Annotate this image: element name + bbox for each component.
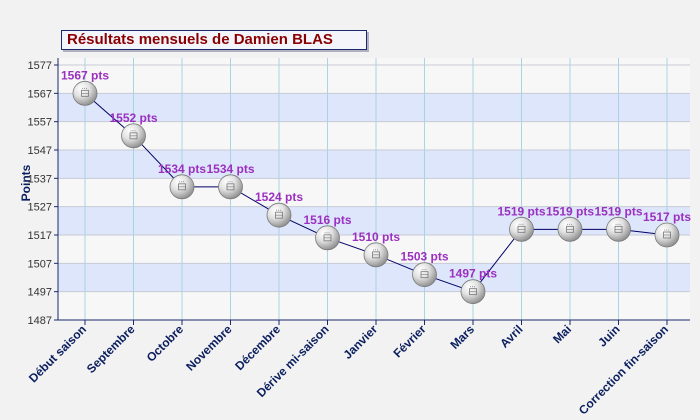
data-label: 1524 pts <box>255 190 303 204</box>
grid-band <box>58 65 690 94</box>
grid-band <box>58 263 690 292</box>
data-point <box>315 225 340 251</box>
data-point <box>412 262 437 288</box>
data-label: 1516 pts <box>303 213 351 227</box>
chart-title: Résultats mensuels de Damien BLAS <box>61 30 367 50</box>
x-tick-label: Septembre <box>84 322 138 376</box>
y-tick-label: 1497 <box>28 287 52 299</box>
x-tick-label: Décembre <box>232 322 283 373</box>
data-label: 1519 pts <box>546 204 594 218</box>
grid-band <box>58 291 690 320</box>
x-tick-label: Novembre <box>183 322 235 374</box>
x-tick-label: Début saison <box>26 322 89 385</box>
data-label: 1519 pts <box>497 204 545 218</box>
grid-band <box>58 58 690 65</box>
y-tick-label: 1567 <box>28 88 52 100</box>
x-tick-label: Février <box>390 322 428 360</box>
grid-band <box>58 150 690 179</box>
data-point <box>557 216 583 242</box>
data-point <box>509 216 534 242</box>
x-tick-label: Octobre <box>144 322 187 365</box>
grid-band <box>58 206 690 235</box>
data-point <box>72 80 98 106</box>
data-label: 1534 pts <box>158 162 206 176</box>
y-tick-label: 1537 <box>28 173 52 185</box>
x-tick-label: Mars <box>447 322 477 352</box>
y-tick-label: 1547 <box>28 145 52 157</box>
grid-band <box>58 178 690 207</box>
data-label: 1567 pts <box>61 68 109 82</box>
x-tick-label: Juin <box>595 322 622 349</box>
grid-band <box>58 121 690 150</box>
data-point <box>654 222 680 248</box>
y-tick-label: 1517 <box>28 230 52 242</box>
y-tick-label: 1487 <box>28 315 52 327</box>
data-label: 1503 pts <box>400 250 448 264</box>
data-label: 1534 pts <box>206 162 254 176</box>
data-point <box>363 242 389 268</box>
x-tick-label: Janvier <box>341 322 381 362</box>
x-tick-label: Avril <box>497 322 525 350</box>
data-point <box>460 279 486 305</box>
data-point <box>266 202 292 228</box>
grid-band <box>58 93 690 122</box>
data-point <box>121 123 146 149</box>
y-tick-label: 1507 <box>28 258 52 270</box>
data-label: 1497 pts <box>449 267 497 281</box>
data-label: 1519 pts <box>594 204 642 218</box>
y-tick-label: 1577 <box>28 60 52 72</box>
y-tick-label: 1557 <box>28 117 52 129</box>
data-label: 1517 pts <box>643 210 691 224</box>
data-point <box>169 174 195 200</box>
data-label: 1552 pts <box>109 111 157 125</box>
data-point <box>218 174 243 200</box>
y-tick-label: 1527 <box>28 202 52 214</box>
data-point <box>606 216 631 242</box>
x-tick-label: Correction fin-saison <box>576 322 671 417</box>
data-label: 1510 pts <box>352 230 400 244</box>
x-tick-label: Mai <box>550 322 574 346</box>
